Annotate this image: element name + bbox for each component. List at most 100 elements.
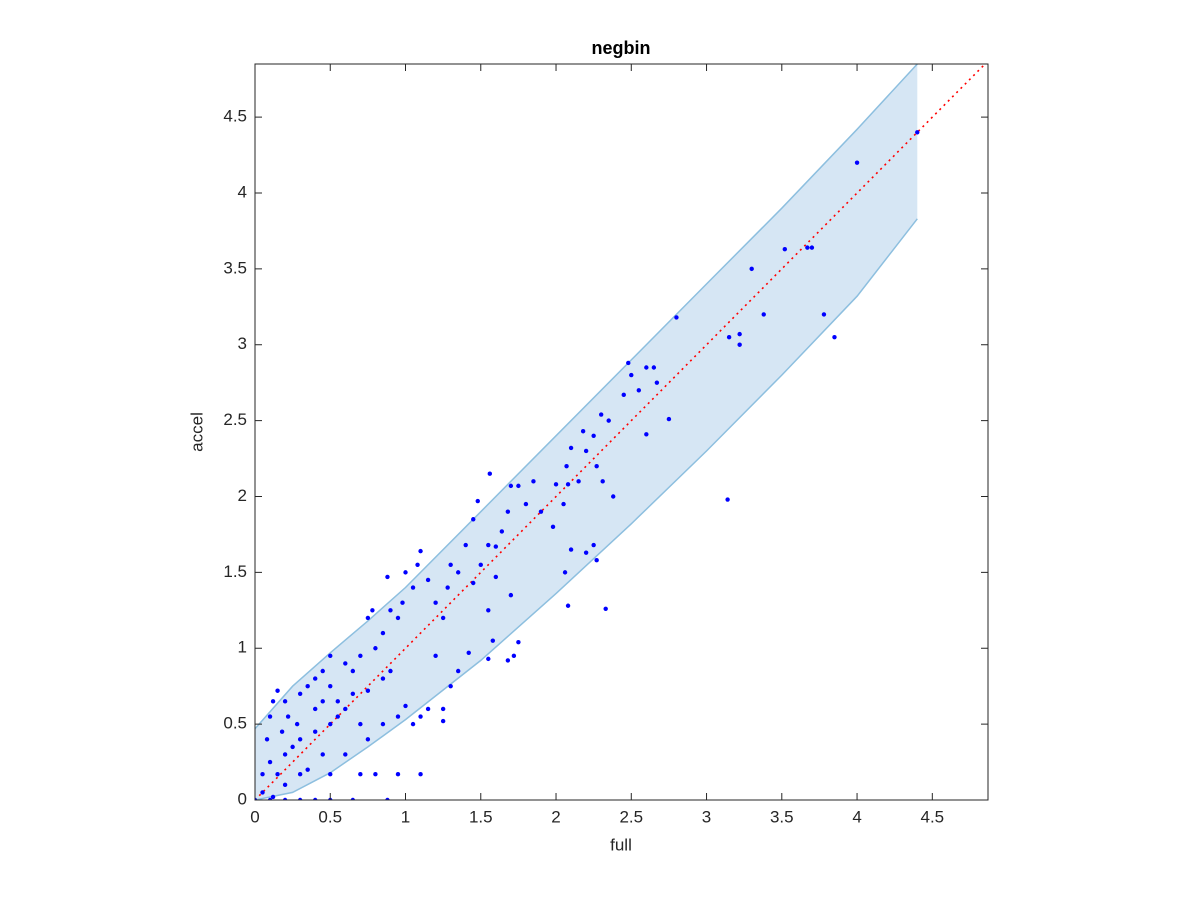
data-point bbox=[335, 714, 340, 719]
data-point bbox=[365, 737, 371, 742]
x-tick-label: 1 bbox=[401, 807, 410, 826]
data-point bbox=[264, 737, 270, 742]
data-point bbox=[290, 744, 295, 750]
data-point bbox=[594, 463, 599, 469]
data-point bbox=[553, 482, 559, 487]
data-point bbox=[805, 245, 810, 250]
plot-area bbox=[255, 64, 987, 800]
data-point bbox=[854, 160, 860, 165]
data-point bbox=[448, 683, 453, 689]
data-point bbox=[267, 759, 273, 765]
data-point bbox=[395, 615, 401, 621]
data-point bbox=[440, 706, 446, 712]
data-point bbox=[580, 429, 586, 434]
data-point bbox=[350, 668, 356, 674]
data-point bbox=[564, 463, 569, 469]
data-point bbox=[358, 653, 363, 659]
data-point bbox=[313, 706, 318, 712]
data-point bbox=[415, 562, 420, 567]
data-point bbox=[260, 772, 265, 777]
x-tick-label: 0 bbox=[250, 807, 259, 826]
data-point bbox=[380, 630, 386, 636]
data-point bbox=[440, 718, 446, 724]
axes: 0 0.5 1 1.5 2 2.5 3 3.5 4 4.5 0 0.5 1 1.5 2 2.5 3 3.5 4 4.5 bbox=[223, 63, 989, 826]
data-point bbox=[565, 603, 571, 608]
data-point bbox=[297, 691, 303, 696]
chart-title: negbin bbox=[592, 38, 651, 58]
data-point bbox=[343, 661, 348, 666]
data-point bbox=[490, 638, 496, 643]
data-point bbox=[463, 542, 468, 548]
axes-box bbox=[254, 63, 989, 801]
data-point bbox=[666, 416, 672, 422]
data-point bbox=[440, 615, 446, 621]
data-point bbox=[471, 517, 476, 522]
data-point bbox=[644, 365, 649, 370]
data-point bbox=[380, 721, 386, 727]
data-point bbox=[343, 752, 348, 757]
data-point bbox=[832, 334, 837, 340]
y-tick-label: 2 bbox=[238, 486, 247, 505]
y-tick-label: 3 bbox=[238, 334, 247, 353]
data-point bbox=[505, 658, 511, 663]
data-point bbox=[335, 699, 340, 704]
data-point bbox=[267, 797, 273, 800]
data-point bbox=[493, 544, 499, 549]
data-point bbox=[508, 483, 514, 489]
data-point bbox=[725, 497, 730, 502]
data-point bbox=[305, 683, 310, 689]
data-point bbox=[385, 797, 390, 800]
data-point bbox=[285, 714, 291, 719]
data-point bbox=[294, 721, 300, 727]
data-point bbox=[320, 668, 325, 674]
data-point bbox=[674, 315, 679, 320]
data-point bbox=[636, 388, 642, 393]
data-point bbox=[466, 650, 471, 655]
data-point bbox=[260, 790, 265, 795]
data-point bbox=[568, 547, 574, 552]
data-point bbox=[568, 445, 574, 451]
data-point bbox=[320, 699, 325, 704]
data-point bbox=[455, 570, 461, 575]
data-point bbox=[516, 639, 521, 645]
data-point bbox=[654, 380, 660, 385]
data-point bbox=[486, 608, 491, 613]
y-tick-label: 4 bbox=[238, 182, 247, 201]
data-point bbox=[782, 246, 788, 252]
data-point bbox=[583, 550, 589, 555]
data-point bbox=[761, 312, 766, 317]
data-point bbox=[621, 392, 626, 398]
data-point bbox=[305, 767, 310, 772]
data-point bbox=[611, 494, 616, 499]
data-point bbox=[395, 772, 401, 777]
data-point bbox=[297, 797, 303, 800]
data-point bbox=[505, 509, 511, 514]
data-point bbox=[583, 448, 589, 454]
y-tick-label: 4.5 bbox=[223, 107, 247, 126]
data-point bbox=[644, 432, 649, 437]
data-point bbox=[313, 729, 318, 734]
y-axis-label: accel bbox=[187, 412, 206, 452]
data-point bbox=[320, 752, 325, 757]
data-point bbox=[275, 688, 280, 693]
data-point bbox=[358, 721, 363, 727]
data-point bbox=[433, 653, 438, 659]
data-point bbox=[475, 498, 480, 504]
data-point bbox=[448, 562, 453, 567]
data-point bbox=[388, 608, 393, 613]
data-point bbox=[343, 706, 348, 712]
x-tick-label: 2.5 bbox=[619, 807, 643, 826]
y-tick-label: 1 bbox=[238, 638, 247, 657]
data-point bbox=[282, 797, 288, 800]
data-point bbox=[511, 653, 517, 659]
data-point bbox=[478, 562, 483, 567]
data-point bbox=[395, 714, 401, 719]
y-tick-label: 2.5 bbox=[223, 410, 247, 429]
data-point bbox=[373, 772, 378, 777]
data-point bbox=[297, 772, 303, 777]
data-point bbox=[365, 688, 371, 693]
data-point bbox=[591, 433, 596, 438]
data-point bbox=[373, 646, 378, 651]
data-point bbox=[255, 797, 258, 800]
